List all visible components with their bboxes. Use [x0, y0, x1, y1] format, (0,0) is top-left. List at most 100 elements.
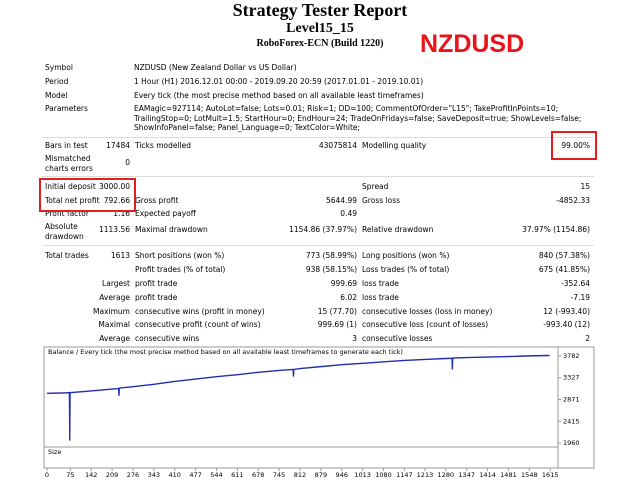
cell-value: Average — [99, 334, 130, 343]
cell-label: Spread — [362, 182, 389, 191]
x-tick-label: 678 — [252, 471, 264, 479]
cell-label: Period — [45, 77, 69, 86]
x-tick-label: 1147 — [396, 471, 413, 479]
cell-value: 1613 — [110, 251, 130, 260]
cell-label: Absolute drawdown — [45, 222, 84, 241]
y-tick-label: 3327 — [563, 374, 580, 382]
cell-value: 840 (57.38%) — [538, 251, 590, 260]
cell-value: -993.40 (12) — [543, 320, 590, 329]
x-tick-label: 1213 — [417, 471, 434, 479]
x-tick-label: 812 — [294, 471, 306, 479]
cell-label: Maximal drawdown — [135, 225, 208, 234]
cell-value: -352.64 — [561, 279, 590, 288]
cell-label: Initial deposit — [45, 182, 96, 191]
cell-value: 0 — [125, 158, 130, 167]
cell-value: 3000.00 — [98, 182, 130, 191]
size-label: Size — [48, 448, 61, 456]
cell-label: Profit factor — [45, 209, 89, 218]
cell-value: 6.02 — [340, 293, 357, 302]
cell-label: Modelling quality — [362, 141, 427, 150]
cell-value: Maximal — [98, 320, 130, 329]
cell-value: 5644.99 — [325, 196, 357, 205]
cell-value: Average — [99, 293, 130, 302]
cell-label: Gross profit — [135, 196, 179, 205]
cell-value: 15 (77.70) — [317, 307, 357, 316]
x-tick-label: 1414 — [479, 471, 496, 479]
server: RoboForex-ECN (Build 1220) — [256, 38, 384, 49]
cell-value: NZDUSD (New Zealand Dollar vs US Dollar) — [134, 63, 297, 72]
x-tick-label: 879 — [315, 471, 327, 479]
cell-value: 999.69 — [330, 279, 357, 288]
cell-value: 675 (41.85%) — [538, 265, 590, 274]
cell-value: 773 (58.99%) — [305, 251, 357, 260]
symbol-badge: NZDUSD — [420, 30, 525, 58]
x-tick-label: 745 — [273, 471, 285, 479]
cell-value: 15 — [580, 182, 590, 191]
x-tick-label: 276 — [127, 471, 139, 479]
cell-label: consecutive wins — [135, 334, 200, 343]
cell-label: Bars in test — [45, 141, 88, 150]
cell-label: Ticks modelled — [135, 141, 192, 150]
x-tick-label: 1280 — [438, 471, 455, 479]
cell-label: Profit trades (% of total) — [135, 265, 226, 274]
cell-value: Largest — [102, 279, 130, 288]
highlight-box — [551, 131, 597, 160]
cell-label: Short positions (won %) — [135, 251, 225, 260]
cell-value: 12 (-993.40) — [543, 307, 590, 316]
cell-value: 99.00% — [561, 141, 590, 150]
highlight-box — [39, 178, 136, 212]
cell-value: 17484 — [106, 141, 130, 150]
x-tick-label: 544 — [210, 471, 222, 479]
x-tick-label: 410 — [169, 471, 181, 479]
x-tick-label: 343 — [148, 471, 160, 479]
x-tick-label: 75 — [66, 471, 74, 479]
x-tick-label: 1013 — [354, 471, 371, 479]
y-tick-label: 2871 — [563, 396, 580, 404]
cell-value: 999.69 (1) — [317, 320, 357, 329]
cell-value: 938 (58.15%) — [305, 265, 357, 274]
cell-label: profit trade — [135, 293, 178, 302]
y-tick-label: 2415 — [563, 417, 580, 425]
cell-label: Symbol — [45, 63, 73, 72]
cell-value: Every tick (the most precise method base… — [134, 91, 424, 100]
cell-label: Mismatched charts errors — [45, 154, 93, 173]
report-title: Strategy Tester Report — [232, 0, 408, 20]
cell-label: profit trade — [135, 279, 178, 288]
cell-label: Total trades — [45, 251, 89, 260]
cell-value: 1.16 — [113, 209, 130, 218]
cell-label: Gross loss — [362, 196, 401, 205]
cell-label: loss trade — [362, 293, 399, 302]
cell-label: consecutive loss (count of losses) — [362, 320, 489, 329]
x-tick-label: 209 — [106, 471, 118, 479]
cell-label: Model — [45, 91, 68, 100]
x-tick-label: 1615 — [542, 471, 559, 479]
cell-label: Expected payoff — [135, 209, 196, 218]
x-tick-label: 611 — [231, 471, 243, 479]
x-tick-label: 1548 — [521, 471, 538, 479]
cell-label: consecutive profit (count of wins) — [135, 320, 261, 329]
separator — [42, 176, 594, 177]
cell-label: consecutive losses (loss in money) — [362, 307, 493, 316]
x-tick-label: 0 — [45, 471, 49, 479]
cell-value: 3 — [352, 334, 357, 343]
cell-label: Loss trades (% of total) — [362, 265, 450, 274]
x-tick-label: 1080 — [375, 471, 392, 479]
chart-frame — [43, 346, 595, 469]
cell-value: 0.49 — [340, 209, 357, 218]
balance-line — [46, 354, 550, 441]
cell-label: Total net profit — [45, 196, 100, 205]
cell-value: -4852.33 — [556, 196, 590, 205]
x-tick-label: 946 — [336, 471, 348, 479]
cell-value: 1 Hour (H1) 2016.12.01 00:00 - 2019.09.2… — [134, 77, 424, 86]
x-tick-label: 1347 — [458, 471, 475, 479]
cell-value: 1113.56 — [98, 225, 130, 234]
cell-value: 1154.86 (37.97%) — [289, 225, 357, 234]
chart-title: Balance / Every tick (the most precise m… — [48, 348, 403, 356]
cell-label: Parameters — [45, 104, 88, 113]
cell-value: 43075814 — [318, 141, 357, 150]
x-tick-label: 477 — [189, 471, 201, 479]
cell-label: Long positions (won %) — [362, 251, 450, 260]
cell-label: consecutive wins (profit in money) — [135, 307, 265, 316]
